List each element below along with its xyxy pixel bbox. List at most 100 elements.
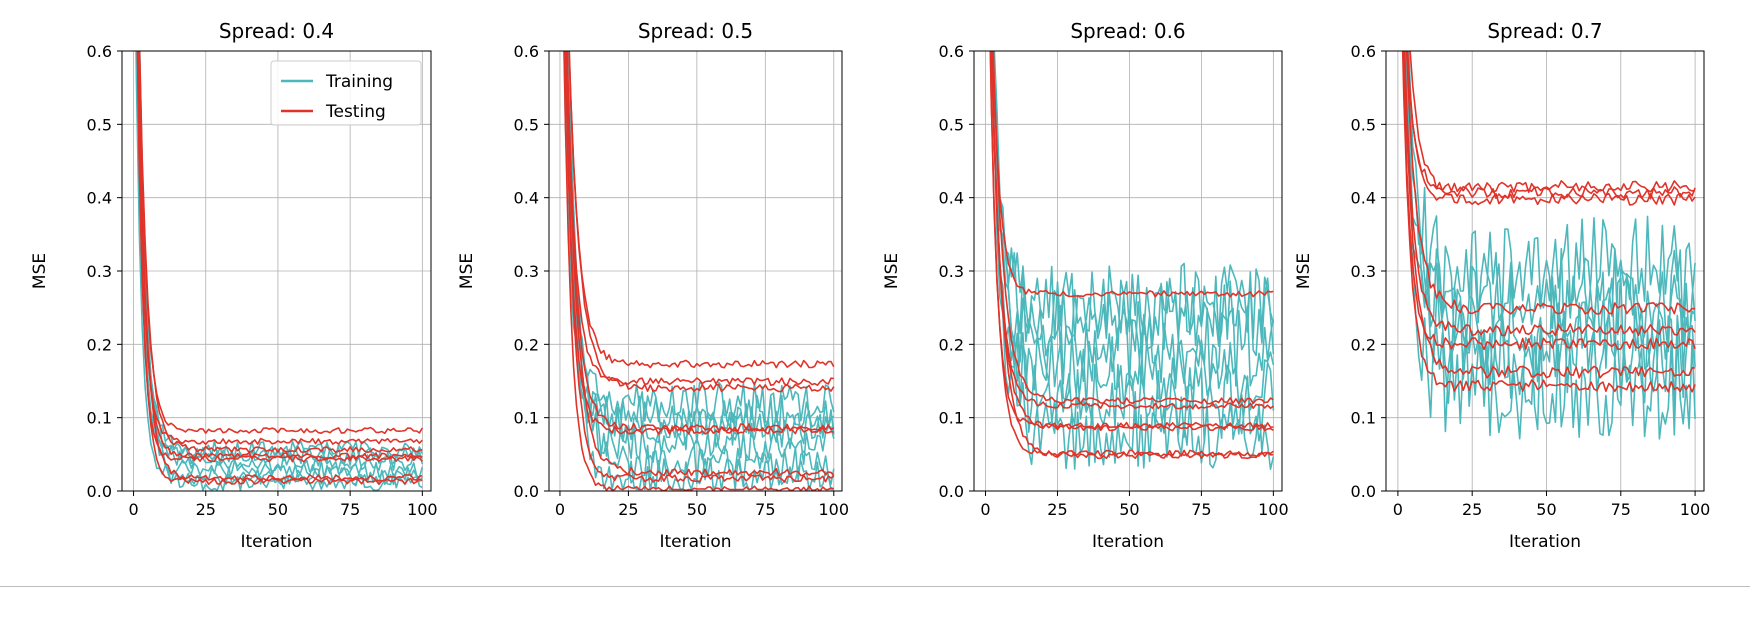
subplot-title: Spread: 0.7 <box>1487 19 1602 43</box>
series-line-training <box>1408 51 1696 323</box>
x-tick-label: 100 <box>407 500 438 519</box>
y-axis-label: MSE <box>1294 253 1314 289</box>
series-line-testing <box>990 51 1274 460</box>
series-line-testing <box>1402 51 1696 351</box>
x-axis-label: Iteration <box>659 532 731 552</box>
output-divider <box>0 586 1750 587</box>
series-line-testing <box>1403 51 1696 379</box>
y-axis-label: MSE <box>457 253 477 289</box>
y-tick-label: 0.6 <box>1351 42 1376 61</box>
x-tick-label: 100 <box>819 500 850 519</box>
y-tick-label: 0.0 <box>514 482 539 501</box>
series-line-training <box>991 51 1275 470</box>
series-line-training <box>993 51 1275 387</box>
y-tick-label: 0.3 <box>1351 262 1376 281</box>
series-line-testing <box>989 51 1274 457</box>
x-axis-label: Iteration <box>1092 532 1164 552</box>
subplot-2: 0 25 50 75 100 0.0 0.1 0.2 0.3 0.4 0.5 0.6 Spread: 0… <box>457 19 850 552</box>
series-line-testing <box>136 51 423 486</box>
y-tick-label: 0.6 <box>87 42 112 61</box>
y-tick-label: 0.1 <box>939 409 964 428</box>
y-tick-label: 0.4 <box>87 189 112 208</box>
series-line-training <box>1405 51 1696 411</box>
series-line-training <box>990 51 1275 344</box>
x-tick-label: 100 <box>1258 500 1289 519</box>
series-line-training <box>564 51 835 423</box>
series-line-testing <box>563 51 834 491</box>
x-tick-label: 50 <box>1119 500 1139 519</box>
series-line-testing <box>1406 51 1696 206</box>
y-tick-label: 0.6 <box>939 42 964 61</box>
subplot-3: 0 25 50 75 100 0.0 0.1 0.2 0.3 0.4 0.5 0.6 Spread: 0… <box>882 19 1289 552</box>
series-line-testing <box>564 51 835 483</box>
subplot-1: 0 25 50 75 100 0.0 0.1 0.2 0.3 0.4 0.5 0.6 Spread: 0… <box>30 19 438 552</box>
subplot-title: Spread: 0.5 <box>638 19 753 43</box>
y-tick-label: 0.3 <box>87 262 112 281</box>
series-line-testing <box>137 51 423 460</box>
series-line-testing <box>992 51 1274 298</box>
series-line-testing <box>568 51 835 369</box>
x-tick-label: 100 <box>1680 500 1711 519</box>
series-line-testing <box>1409 51 1696 200</box>
y-axis-label: MSE <box>882 253 902 289</box>
y-tick-label: 0.1 <box>514 409 539 428</box>
legend-label-testing: Testing <box>325 102 386 122</box>
series-line-testing <box>566 51 835 432</box>
plot-area <box>1401 51 1696 440</box>
subplot-title: Spread: 0.6 <box>1070 19 1185 43</box>
y-tick-label: 0.1 <box>87 409 112 428</box>
y-tick-label: 0.4 <box>939 189 964 208</box>
x-tick-label: 0 <box>1393 500 1403 519</box>
series-line-testing <box>138 51 423 435</box>
series-line-testing <box>137 51 423 446</box>
series-line-testing <box>137 51 423 482</box>
x-tick-label: 50 <box>1536 500 1556 519</box>
x-tick-label: 0 <box>555 500 565 519</box>
series-line-training <box>137 51 424 460</box>
series-line-testing <box>1403 51 1696 337</box>
y-tick-label: 0.4 <box>514 189 539 208</box>
x-tick-label: 50 <box>687 500 707 519</box>
x-tick-label: 75 <box>1611 500 1631 519</box>
y-tick-label: 0.2 <box>939 335 964 354</box>
series-line-testing <box>138 51 423 454</box>
subplot-4: 0 25 50 75 100 0.0 0.1 0.2 0.3 0.4 0.5 0.6 Spread: 0… <box>1294 19 1711 552</box>
series-line-training <box>136 51 424 466</box>
series-line-testing <box>991 51 1274 410</box>
x-axis-label: Iteration <box>240 532 312 552</box>
series-line-testing <box>1406 51 1696 193</box>
y-tick-label: 0.2 <box>87 335 112 354</box>
x-tick-label: 25 <box>196 500 216 519</box>
series-line-testing <box>1401 51 1696 393</box>
y-tick-label: 0.4 <box>1351 189 1376 208</box>
series-line-testing <box>565 51 835 477</box>
series-line-training <box>135 51 423 486</box>
x-tick-label: 75 <box>755 500 775 519</box>
series-line-training <box>1407 51 1696 380</box>
x-tick-label: 25 <box>1462 500 1482 519</box>
x-tick-label: 25 <box>1047 500 1067 519</box>
y-tick-label: 0.2 <box>514 335 539 354</box>
plot-area <box>989 51 1275 470</box>
x-tick-label: 25 <box>618 500 638 519</box>
series-line-testing <box>566 51 834 386</box>
y-axis-label: MSE <box>30 253 50 289</box>
y-tick-label: 0.5 <box>939 115 964 134</box>
y-tick-label: 0.2 <box>1351 335 1376 354</box>
legend-box <box>270 60 422 126</box>
y-tick-label: 0.3 <box>514 262 539 281</box>
y-tick-label: 0.5 <box>1351 115 1376 134</box>
series-line-testing <box>1405 51 1696 315</box>
y-tick-label: 0.3 <box>939 262 964 281</box>
y-tick-label: 0.1 <box>1351 409 1376 428</box>
series-line-training <box>991 51 1275 357</box>
x-tick-label: 50 <box>268 500 288 519</box>
x-axis-label: Iteration <box>1509 532 1581 552</box>
series-line-training <box>1405 51 1696 354</box>
y-tick-label: 0.0 <box>87 482 112 501</box>
y-tick-label: 0.5 <box>87 115 112 134</box>
plot-area <box>135 51 424 491</box>
legend: Training Testing <box>270 60 422 126</box>
chart-figure: 0 25 50 75 100 0.0 0.1 0.2 0.3 0.4 0.5 0.6 Spread: 0… <box>30 19 1711 552</box>
x-tick-label: 75 <box>340 500 360 519</box>
